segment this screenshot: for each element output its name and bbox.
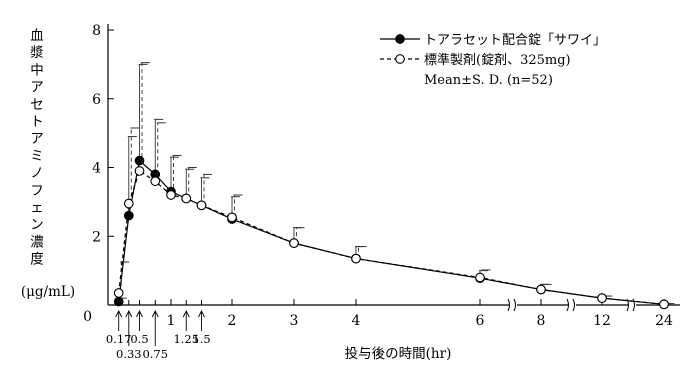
series-layer (113, 62, 675, 310)
legend-marker (395, 34, 405, 44)
y-title-char: フ (30, 183, 44, 199)
y-unit-label: (μg/mL) (21, 284, 75, 300)
axis-break-mark (626, 298, 636, 312)
error-bar (138, 63, 148, 161)
x-tick-arrow (182, 309, 190, 331)
data-point (134, 155, 145, 166)
x-tick-label: 24 (655, 313, 673, 329)
series-line (118, 159, 665, 305)
y-title-char: ェ (30, 200, 44, 216)
data-point (123, 198, 134, 209)
x-tick-label: 3 (290, 313, 299, 329)
data-point (659, 299, 669, 310)
data-point (289, 238, 299, 248)
error-bar (187, 167, 197, 199)
x-tick-arrow (151, 309, 159, 346)
y-tick-label: 4 (92, 161, 101, 177)
legend-label: 標準製剤(錠剤、325mg) (424, 52, 571, 68)
x-tick-label: 0.17 (106, 332, 132, 346)
error-bar (170, 156, 179, 192)
x-tick-label: 6 (476, 313, 485, 329)
data-point (597, 293, 607, 303)
y-title-char: セ (30, 97, 44, 113)
x-tick-label: 8 (537, 313, 546, 329)
stats-note: Mean±S. D. (n=52) (424, 73, 553, 88)
y-title-char: 濃 (30, 234, 44, 250)
data-point (475, 272, 485, 283)
error-bar (156, 122, 166, 182)
y-title-char: ア (30, 131, 44, 147)
axis-break-mark (507, 298, 517, 312)
data-point (196, 200, 207, 211)
legend-label: トアラセット配合錠「サワイ」 (424, 33, 606, 48)
y-title-char: ア (30, 80, 44, 96)
error-bar (120, 261, 130, 293)
x-axis-title: 投与後の時間(hr) (345, 346, 452, 362)
data-point (351, 253, 361, 264)
data-point (150, 176, 161, 187)
x-axis-ticks: 1 2 3 4 6 8 12 240.170.330.50.751.251.5 (106, 299, 673, 361)
data-point (166, 190, 176, 200)
y-title-char: 血 (30, 28, 44, 44)
x-tick-label: 12 (593, 313, 611, 329)
x-tick-arrow (136, 309, 143, 331)
data-point (113, 288, 124, 298)
error-bar (130, 127, 140, 204)
error-bar (185, 168, 195, 199)
error-bar (154, 118, 164, 175)
y-title-char: 漿 (30, 45, 44, 61)
legend-entry: 標準製剤(錠剤、325mg) (380, 52, 571, 68)
data-point (113, 296, 124, 307)
legend-marker (395, 54, 405, 64)
y-title-char: 度 (30, 252, 44, 268)
data-point (134, 166, 145, 176)
y-title-char: ノ (30, 166, 44, 182)
y-title-char: ミ (30, 148, 44, 164)
data-point (536, 284, 546, 295)
data-point (123, 210, 134, 221)
error-bar (203, 173, 212, 206)
series-line (118, 170, 665, 305)
axis-break-mark (566, 298, 576, 312)
y-title-char: ト (30, 114, 44, 130)
y-title-char: 中 (30, 62, 44, 78)
y-axis-ticks: 0 2 4 6 8 (83, 23, 114, 325)
x-tick-label: 1 (167, 313, 176, 329)
data-point (181, 193, 192, 204)
y-title-char: ン (30, 217, 44, 233)
series-test (113, 63, 672, 310)
error-bar (141, 62, 150, 171)
x-tick-label: 4 (352, 313, 361, 329)
x-tick-arrow (125, 309, 133, 346)
x-tick-label: 0.33 (116, 347, 142, 361)
error-bar (172, 154, 182, 195)
x-tick-arrow (115, 309, 123, 331)
y-tick-label: 6 (92, 92, 101, 108)
x-tick-label: 0.75 (142, 347, 168, 361)
y-tick-label: 8 (92, 23, 101, 39)
y-tick-label: 2 (92, 229, 101, 245)
axes (107, 24, 680, 312)
x-tick-label: 1.5 (192, 332, 210, 346)
y-tick-label: 0 (83, 309, 92, 325)
x-tick-label: 2 (228, 313, 237, 329)
legend-entry: トアラセット配合錠「サワイ」 (380, 33, 606, 48)
series-reference (113, 62, 675, 310)
x-tick-label: 0.5 (130, 332, 148, 346)
legend: トアラセット配合錠「サワイ」標準製剤(錠剤、325mg) Mean±S. D. (… (380, 33, 606, 88)
x-tick-arrow (198, 309, 205, 331)
data-point (227, 212, 237, 223)
x-tick-label: 1.25 (173, 332, 199, 346)
